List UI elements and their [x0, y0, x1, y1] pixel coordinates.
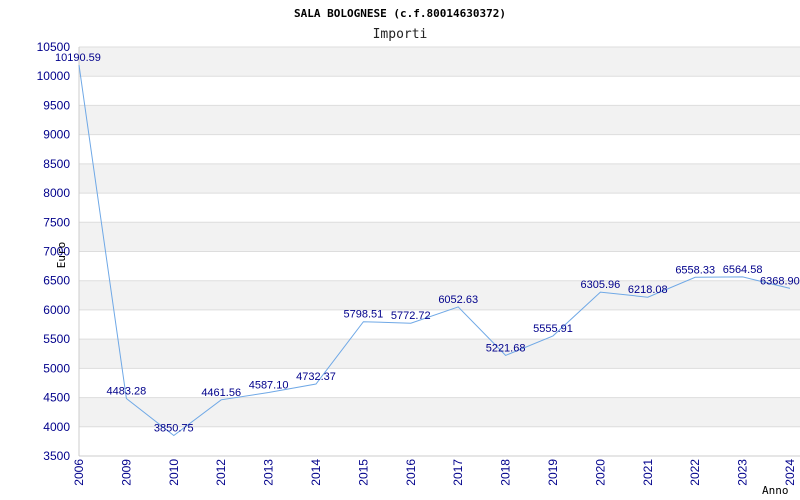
- grid-band: [79, 193, 800, 223]
- data-label: 6558.33: [675, 264, 715, 276]
- y-tick-label: 5500: [43, 332, 70, 346]
- y-tick-label: 7000: [43, 245, 70, 259]
- x-tick-label: 2009: [119, 459, 133, 486]
- data-label: 5555.91: [533, 323, 573, 335]
- y-axis-ticks: 3500 4000 4500 5000 5500 6000 6500 7000 7500 8000…: [37, 40, 71, 463]
- grid-band: [79, 222, 800, 252]
- data-label: 6368.90: [760, 275, 800, 287]
- y-axis-label: Euro: [55, 242, 68, 269]
- y-tick-label: 10000: [37, 69, 71, 83]
- y-tick-label: 4500: [43, 391, 70, 405]
- y-tick-label: 10500: [37, 40, 71, 54]
- data-label: 4587.10: [249, 379, 289, 391]
- y-tick-label: 3500: [43, 449, 70, 463]
- grid-band: [79, 309, 800, 340]
- data-label: 6052.63: [438, 294, 478, 306]
- y-tick-label: 9000: [43, 128, 70, 142]
- x-tick-label: 2022: [688, 459, 702, 486]
- grid-band: [79, 251, 800, 281]
- grid-band: [79, 280, 800, 310]
- x-tick-label: 2016: [404, 459, 418, 486]
- grid-bands: [79, 46, 800, 456]
- grid-band: [79, 163, 800, 194]
- x-tick-label: 2014: [309, 459, 323, 486]
- grid-band: [79, 105, 800, 135]
- y-tick-label: 6500: [43, 274, 70, 288]
- x-tick-label: 2010: [167, 459, 181, 486]
- x-axis-ticks: 2006 2009 2010 2012 2013 2014 2015 2016 2017 2018…: [72, 459, 797, 486]
- x-tick-label: 2018: [499, 459, 513, 486]
- data-label: 4461.56: [201, 387, 241, 399]
- x-tick-label: 2006: [72, 459, 86, 486]
- x-tick-label: 2015: [356, 459, 370, 486]
- grid-band: [79, 368, 800, 398]
- y-tick-label: 8500: [43, 157, 70, 171]
- x-tick-label: 2013: [262, 459, 276, 486]
- data-label: 6305.96: [581, 279, 621, 291]
- data-labels: 10190.59 4483.28 3850.75 4461.56 4587.10 4732…: [55, 52, 800, 434]
- grid-band: [79, 397, 800, 427]
- y-tick-label: 9500: [43, 98, 70, 112]
- x-tick-label: 2017: [451, 459, 465, 486]
- data-label: 6218.08: [628, 284, 668, 296]
- grid-band: [79, 76, 800, 106]
- data-label: 10190.59: [55, 52, 101, 64]
- data-label: 5772.72: [391, 310, 431, 322]
- x-tick-label: 2012: [214, 459, 228, 486]
- data-label: 6564.58: [723, 264, 763, 276]
- y-tick-label: 6000: [43, 303, 70, 317]
- y-tick-label: 4000: [43, 420, 70, 434]
- data-label: 3850.75: [154, 423, 194, 435]
- y-tick-label: 7500: [43, 215, 70, 229]
- data-label: 4732.37: [296, 371, 336, 383]
- x-tick-label: 2020: [593, 459, 607, 486]
- grid-band: [79, 134, 800, 164]
- series-line: [78, 65, 791, 437]
- y-tick-label: 5000: [43, 361, 70, 375]
- x-tick-label: 2021: [641, 459, 655, 486]
- x-axis-label: Anno: [762, 484, 789, 497]
- data-label: 4483.28: [107, 386, 147, 398]
- y-tick-label: 8000: [43, 186, 70, 200]
- grid-band: [79, 339, 800, 369]
- chart-title: SALA BOLOGNESE (c.f.80014630372): [294, 7, 506, 20]
- grid-band: [79, 47, 800, 77]
- x-tick-label: 2024: [783, 459, 797, 486]
- data-label: 5221.68: [486, 342, 526, 354]
- chart-subtitle: Importi: [373, 27, 428, 42]
- x-tick-label: 2023: [736, 459, 750, 486]
- grid-band: [79, 426, 800, 456]
- x-tick-label: 2019: [546, 459, 560, 486]
- data-label: 5798.51: [344, 309, 384, 321]
